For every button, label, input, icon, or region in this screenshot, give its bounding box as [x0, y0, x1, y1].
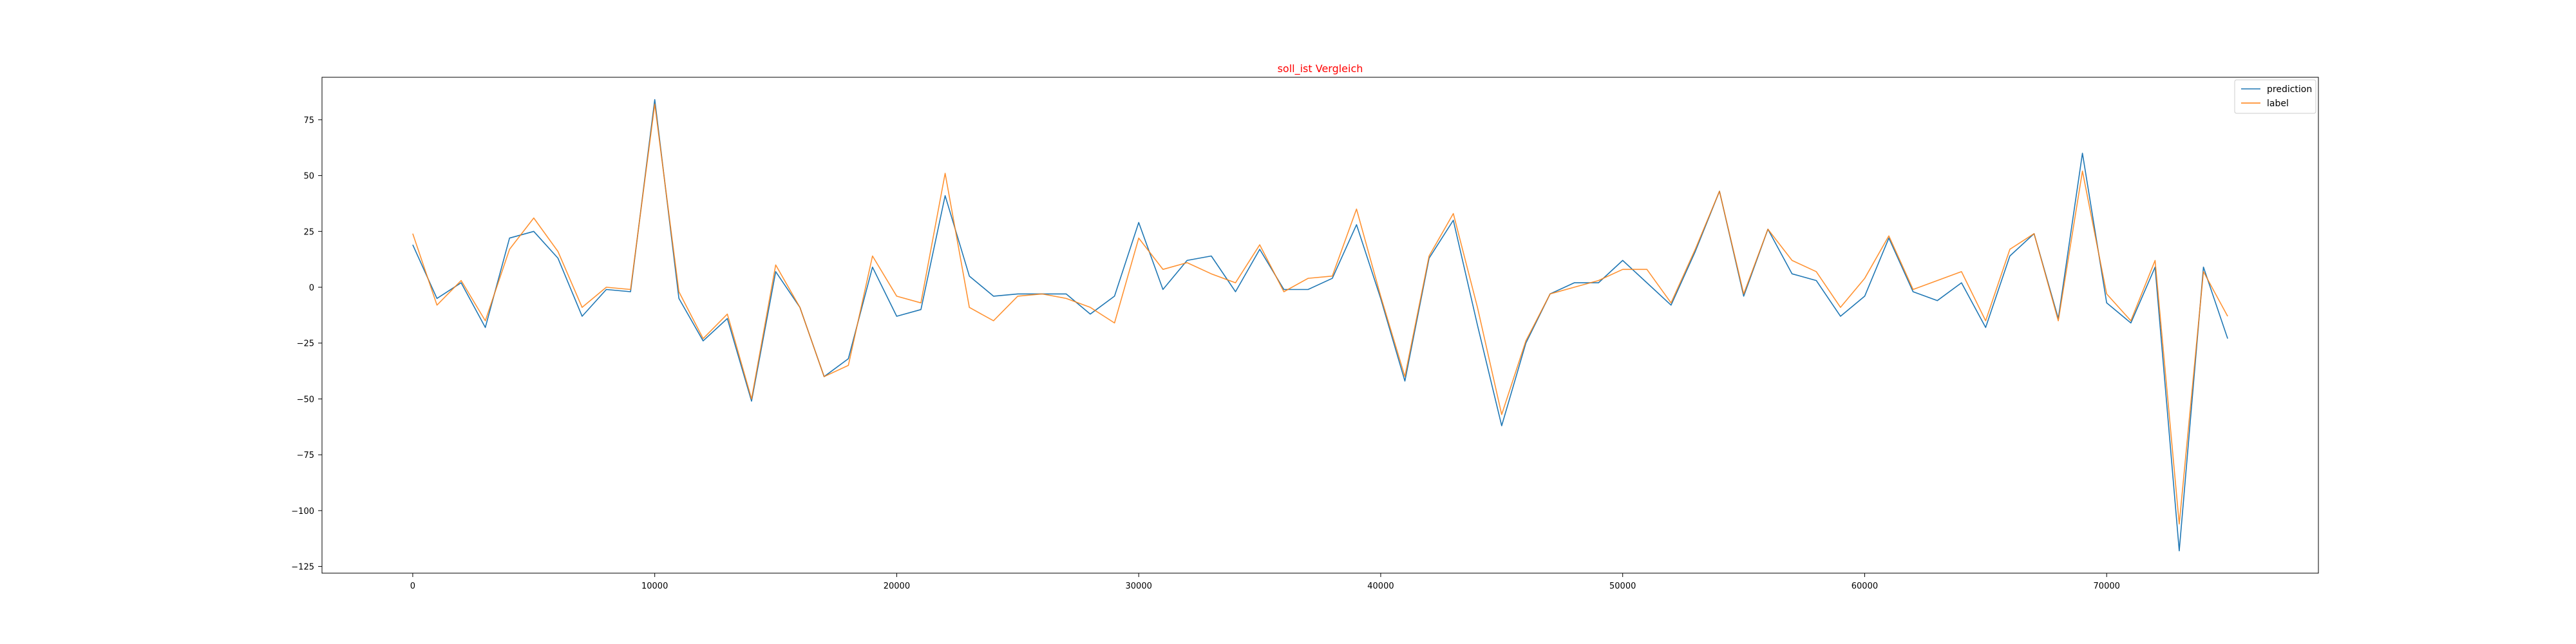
chart-title: soll_ist Vergleich [1278, 62, 1363, 75]
y-tick-label: −125 [291, 563, 314, 573]
y-tick-label: 50 [303, 172, 314, 182]
legend-label-prediction: prediction [2267, 84, 2312, 95]
x-tick-label: 10000 [641, 582, 668, 591]
legend-box [2234, 79, 2316, 114]
x-tick-label: 40000 [1367, 582, 1394, 591]
y-tick-label: −100 [291, 507, 314, 516]
y-tick-label: −50 [297, 395, 314, 404]
legend: prediction label [2234, 79, 2316, 114]
x-tick-label: 30000 [1126, 582, 1152, 591]
x-tick-label: 60000 [1852, 582, 1878, 591]
y-tick-label: 0 [309, 283, 314, 293]
axis-ticks: 0 10000 20000 30000 40000 50000 60000 70000 75 50… [291, 116, 2120, 591]
series-line-prediction [412, 99, 2228, 552]
x-tick-label: 20000 [884, 582, 910, 591]
legend-label-label: label [2267, 99, 2289, 109]
y-tick-label: 75 [303, 116, 314, 126]
y-tick-label: 25 [303, 227, 314, 237]
y-tick-label: −75 [297, 451, 314, 460]
y-tick-label: −25 [297, 339, 314, 349]
x-tick-label: 0 [410, 582, 415, 591]
series-line-label [412, 103, 2228, 525]
axes-frame [321, 77, 2319, 574]
x-tick-label: 50000 [1609, 582, 1636, 591]
x-tick-label: 70000 [2094, 582, 2120, 591]
plot-area [412, 99, 2228, 552]
